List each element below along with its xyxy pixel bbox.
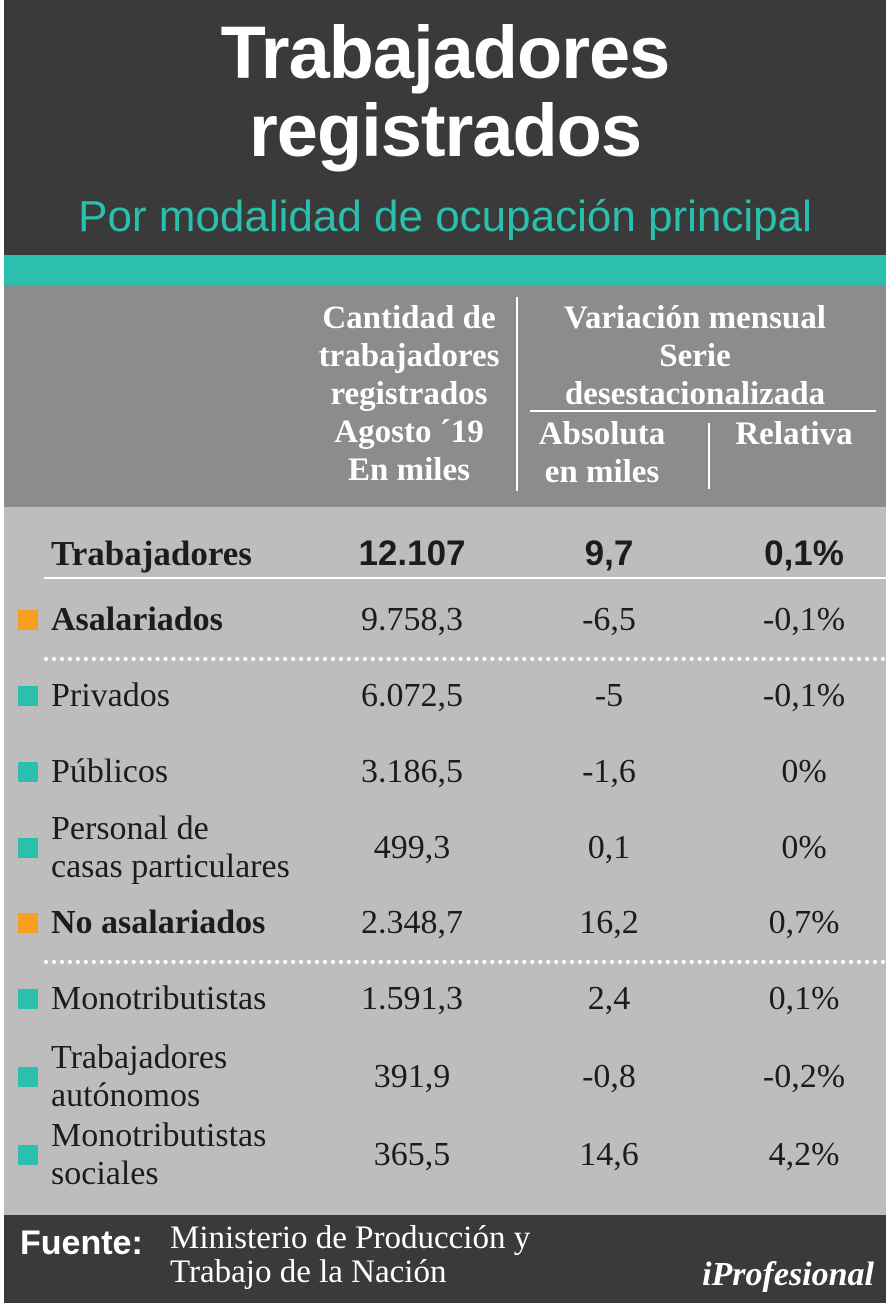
total-rule: [44, 577, 886, 579]
row-label-line: autónomos: [51, 1077, 201, 1114]
title-line-2: registrados: [248, 89, 642, 172]
cell-absoluta: -0,8: [582, 1058, 636, 1095]
row-label-line: No asalariados: [51, 904, 266, 941]
teal-marker: [18, 1145, 38, 1165]
accent-band: [4, 255, 886, 285]
teal-marker: [18, 1067, 38, 1087]
row-label-line: sociales: [51, 1155, 159, 1192]
cell-relativa: 0,1%: [764, 534, 844, 573]
row-label-line: casas particulares: [51, 848, 290, 885]
source-label: Fuente:: [20, 1224, 143, 1262]
header-line: Serie: [659, 338, 731, 374]
teal-marker: [18, 989, 38, 1009]
row-label: Trabajadores autónomos: [51, 1039, 227, 1115]
row-label-line: Monotributistas: [51, 980, 267, 1017]
row-label: No asalariados: [51, 904, 265, 942]
cell-relativa: 0,1%: [768, 980, 840, 1017]
header-line: Relativa: [735, 416, 853, 452]
column-header-relativa: Relativa: [714, 415, 874, 453]
column-divider: [516, 297, 518, 491]
row-label-line: Asalariados: [51, 601, 223, 638]
source-line: Ministerio de Producción y: [170, 1220, 531, 1256]
page-subtitle: Por modalidad de ocupación principal: [78, 192, 812, 241]
cell-absoluta: 9,7: [584, 534, 634, 573]
column-header-block: Cantidad de trabajadores registrados Ago…: [4, 285, 886, 507]
cell-cantidad: 1.591,3: [361, 980, 463, 1017]
row-label-line: Públicos: [51, 753, 169, 790]
cell-cantidad: 365,5: [373, 1136, 451, 1173]
row-label: Monotributistas sociales: [51, 1117, 266, 1193]
cell-relativa: 0,7%: [768, 904, 840, 941]
teal-marker: [18, 762, 38, 782]
row-label-line: Trabajadores: [51, 1039, 228, 1076]
subcolumn-divider: [708, 423, 710, 489]
cell-relativa: -0,1%: [762, 677, 846, 714]
cell-absoluta: -5: [594, 677, 624, 714]
cell-cantidad: 391,9: [373, 1058, 451, 1095]
row-label: Privados: [51, 677, 170, 715]
cell-relativa: 4,2%: [768, 1136, 840, 1173]
cell-absoluta: -6,5: [582, 601, 636, 638]
source-line: Trabajo de la Nación: [170, 1254, 447, 1290]
header-line: en miles: [544, 454, 660, 490]
variacion-underline: [530, 410, 876, 412]
cell-cantidad: 2.348,7: [361, 904, 463, 941]
cell-cantidad: 6.072,5: [361, 677, 463, 714]
header: Trabajadores registrados Por modalidad d…: [4, 0, 886, 255]
cell-absoluta: 14,6: [579, 1136, 639, 1173]
header-line: En miles: [348, 452, 470, 488]
teal-marker: [18, 838, 38, 858]
row-label-line: Personal de: [51, 810, 209, 847]
row-label: Públicos: [51, 753, 168, 791]
orange-marker: [18, 610, 38, 630]
cell-cantidad: 3.186,5: [361, 753, 463, 790]
data-table: Trabajadores 12.107 9,7 0,1% Asalariados…: [4, 507, 886, 1215]
footer: Fuente: Ministerio de Producción y Traba…: [4, 1215, 886, 1303]
row-label: Trabajadores: [51, 534, 252, 573]
cell-relativa: -0,2%: [762, 1058, 846, 1095]
header-line: desestacionalizada: [564, 376, 826, 412]
cell-relativa: -0,1%: [762, 601, 846, 638]
column-header-cantidad: Cantidad de trabajadores registrados Ago…: [294, 299, 524, 489]
source-text: Ministerio de Producción y Trabajo de la…: [170, 1221, 640, 1289]
row-label: Personal de casas particulares: [51, 810, 290, 886]
row-label: Monotributistas: [51, 980, 266, 1018]
title-line-1: Trabajadores: [220, 11, 671, 94]
cell-absoluta: -1,6: [582, 753, 636, 790]
header-line: Agosto ´19: [334, 414, 484, 450]
dotted-divider: [44, 657, 886, 661]
orange-marker: [18, 913, 38, 933]
header-line: trabajadores: [318, 338, 500, 374]
cell-relativa: 0%: [781, 829, 827, 866]
header-line: Cantidad de: [322, 300, 496, 336]
row-label-line: Monotributistas: [51, 1117, 267, 1154]
cell-relativa: 0%: [781, 753, 827, 790]
cell-absoluta: 16,2: [579, 904, 639, 941]
cell-cantidad: 9.758,3: [361, 601, 463, 638]
header-line: Variación mensual: [564, 300, 826, 336]
dotted-divider: [44, 960, 886, 964]
row-label: Asalariados: [51, 601, 223, 639]
teal-marker: [18, 686, 38, 706]
cell-cantidad: 12.107: [358, 534, 466, 573]
column-header-absoluta: Absoluta en miles: [522, 415, 682, 491]
header-line: Absoluta: [538, 416, 666, 452]
cell-absoluta: 2,4: [587, 980, 631, 1017]
cell-cantidad: 499,3: [373, 829, 451, 866]
cell-absoluta: 0,1: [587, 829, 631, 866]
header-line: registrados: [330, 376, 488, 412]
row-label-line: Privados: [51, 677, 170, 714]
column-header-variacion: Variación mensual Serie desestacionaliza…: [524, 299, 866, 413]
brand-logo: iProfesional: [702, 1256, 874, 1293]
page-title: Trabajadores registrados: [4, 14, 886, 170]
